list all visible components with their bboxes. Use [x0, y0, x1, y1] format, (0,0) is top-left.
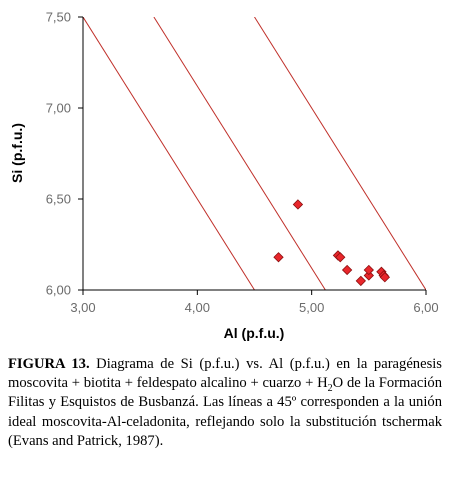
- caption-subscript: 2: [327, 383, 333, 395]
- data-point: [292, 199, 304, 210]
- data-point: [273, 252, 284, 263]
- reference-lines: [83, 17, 426, 290]
- data-point: [355, 275, 366, 287]
- caption-text-1: Diagrama de Si (p.f.u.) vs. Al (p.f.u.) …: [8, 356, 442, 392]
- caption-label: FIGURA 13.: [8, 356, 90, 372]
- y-tick-label: 6,00: [46, 283, 71, 298]
- y-ticks: 6,00 6,50 7,00 7,50: [46, 10, 83, 298]
- x-tick-label: 6,00: [413, 300, 438, 315]
- figure-caption: FIGURA 13. Diagrama de Si (p.f.u.) vs. A…: [8, 355, 442, 451]
- axes: [82, 17, 426, 291]
- data-points: [273, 199, 391, 287]
- x-tick-label: 5,00: [299, 300, 324, 315]
- y-tick-label: 6,50: [46, 192, 71, 207]
- scatter-chart: 3,00 4,00 5,00 6,00 6,00 6,50 7,00 7,50 Al (p.…: [9, 10, 439, 342]
- x-tick-label: 3,00: [70, 300, 95, 315]
- reference-line-3: [254, 17, 426, 290]
- x-ticks: 3,00 4,00 5,00 6,00: [70, 290, 439, 315]
- data-point: [379, 272, 391, 283]
- data-point: [341, 264, 353, 276]
- data-point: [363, 270, 374, 281]
- caption-text-2: O de la Formación Filitas y Esquistos de…: [8, 375, 442, 449]
- x-axis-title: Al (p.f.u.): [224, 325, 285, 341]
- data-point: [363, 264, 374, 276]
- y-axis-title: Si (p.f.u.): [9, 123, 25, 183]
- y-tick-label: 7,00: [46, 101, 71, 116]
- y-tick-label: 7,50: [46, 10, 71, 25]
- reference-line-1: [83, 17, 255, 290]
- data-point: [335, 252, 346, 263]
- reference-line-2: [153, 17, 326, 290]
- x-tick-label: 4,00: [185, 300, 210, 315]
